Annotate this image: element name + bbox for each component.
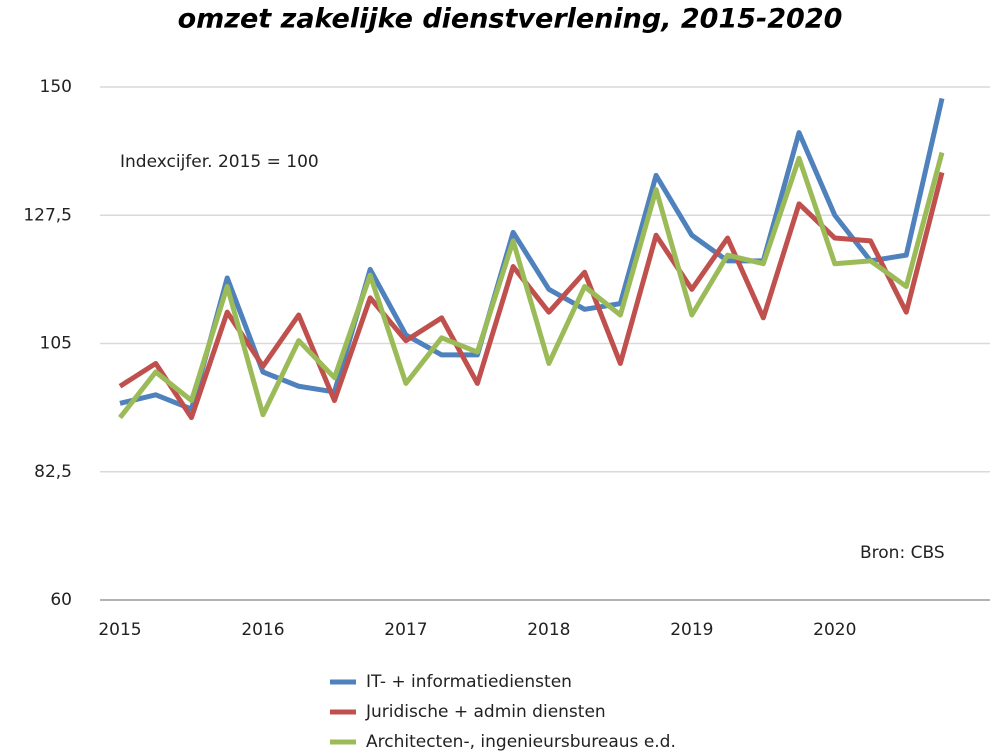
y-tick-label: 82,5 xyxy=(34,462,72,482)
x-tick-label: 2017 xyxy=(384,620,427,640)
legend-label: IT- + informatiediensten xyxy=(366,672,572,692)
series-line xyxy=(118,171,945,421)
y-tick-label: 60 xyxy=(50,590,72,610)
annotation: Bron: CBS xyxy=(860,543,945,563)
series-line xyxy=(118,151,945,420)
x-tick-label: 2020 xyxy=(813,620,856,640)
x-tick-label: 2018 xyxy=(527,620,570,640)
x-tick-label: 2019 xyxy=(670,620,713,640)
chart-title: omzet zakelijke dienstverlening, 2015-20… xyxy=(178,4,843,35)
y-tick-label: 150 xyxy=(40,77,72,97)
y-tick-label: 105 xyxy=(40,334,72,354)
x-tick-label: 2015 xyxy=(98,620,141,640)
x-tick-label: 2016 xyxy=(241,620,284,640)
legend-label: Architecten-, ingenieursbureaus e.d. xyxy=(366,732,676,752)
legend-label: Juridische + admin diensten xyxy=(365,702,606,722)
y-tick-label: 127,5 xyxy=(23,205,72,225)
annotation: Indexcijfer. 2015 = 100 xyxy=(120,152,319,172)
series-line xyxy=(119,97,945,412)
